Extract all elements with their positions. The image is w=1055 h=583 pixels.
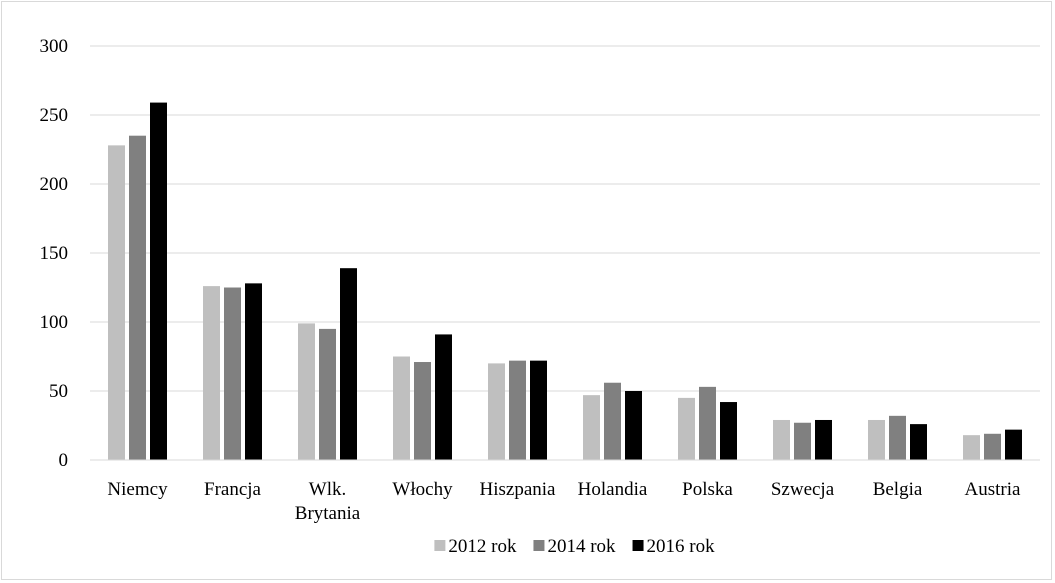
bar: [129, 135, 146, 460]
bar: [393, 356, 410, 460]
y-tick-label: 250: [40, 105, 69, 126]
bar: [868, 419, 885, 460]
legend-label: 2014 rok: [547, 536, 616, 557]
y-tick-label: 300: [40, 36, 69, 57]
bar: [150, 102, 167, 460]
legend-item: 2014 rok: [533, 536, 616, 557]
bars: [108, 102, 1022, 461]
bar: [108, 145, 125, 461]
bar: [435, 334, 452, 460]
bar: [773, 419, 790, 460]
bar: [245, 283, 262, 460]
y-tick-label: 100: [40, 312, 69, 333]
x-category-label: Szwecja: [771, 479, 835, 500]
bar: [910, 424, 927, 460]
x-category-label: Holandia: [578, 479, 648, 500]
x-category-label: Niemcy: [107, 479, 168, 500]
x-category-label: Francja: [204, 479, 262, 500]
bar: [583, 395, 600, 460]
bar: [488, 363, 505, 460]
bar: [604, 382, 621, 460]
bar: [414, 362, 431, 460]
y-tick-label: 50: [49, 381, 68, 402]
bar: [298, 323, 315, 460]
x-category-label: Wlk. Brytania: [295, 479, 361, 524]
bar: [963, 435, 980, 460]
bar: [203, 286, 220, 460]
bar: [1005, 429, 1022, 460]
legend-swatch: [533, 540, 545, 551]
x-axis-category-labels: Niemcy Francja Wlk. Brytania Włochy Hiszpania…: [107, 479, 1021, 524]
bar: [794, 422, 811, 460]
legend-label: 2012 rok: [448, 536, 517, 557]
legend-item: 2012 rok: [434, 536, 517, 557]
legend-item: 2016 rok: [632, 536, 716, 557]
y-axis-tick-labels: 0 50 100 150 200 250 300: [40, 36, 69, 471]
bar: [340, 268, 357, 460]
x-category-label: Hiszpania: [480, 479, 557, 500]
bar: [984, 433, 1001, 460]
x-category-label: Polska: [682, 479, 733, 500]
y-tick-label: 200: [40, 174, 69, 195]
y-tick-label: 0: [59, 450, 69, 471]
legend-swatch: [632, 540, 644, 551]
y-tick-label: 150: [40, 243, 69, 264]
bar: [509, 360, 526, 460]
bar: [224, 287, 241, 460]
bar: [815, 419, 832, 460]
legend: 2012 rok 2014 rok 2016 rok: [434, 536, 715, 557]
bar: [625, 391, 642, 460]
x-category-label: Austria: [965, 479, 1022, 500]
bar: [699, 386, 716, 460]
bar: [889, 415, 906, 460]
x-category-label: Belgia: [873, 479, 923, 500]
legend-label: 2016 rok: [647, 536, 716, 557]
bar: [530, 360, 547, 460]
bar: [678, 397, 695, 460]
legend-swatch: [434, 540, 446, 551]
bar: [319, 328, 336, 460]
x-category-label: Włochy: [392, 479, 453, 500]
bar: [720, 402, 737, 460]
